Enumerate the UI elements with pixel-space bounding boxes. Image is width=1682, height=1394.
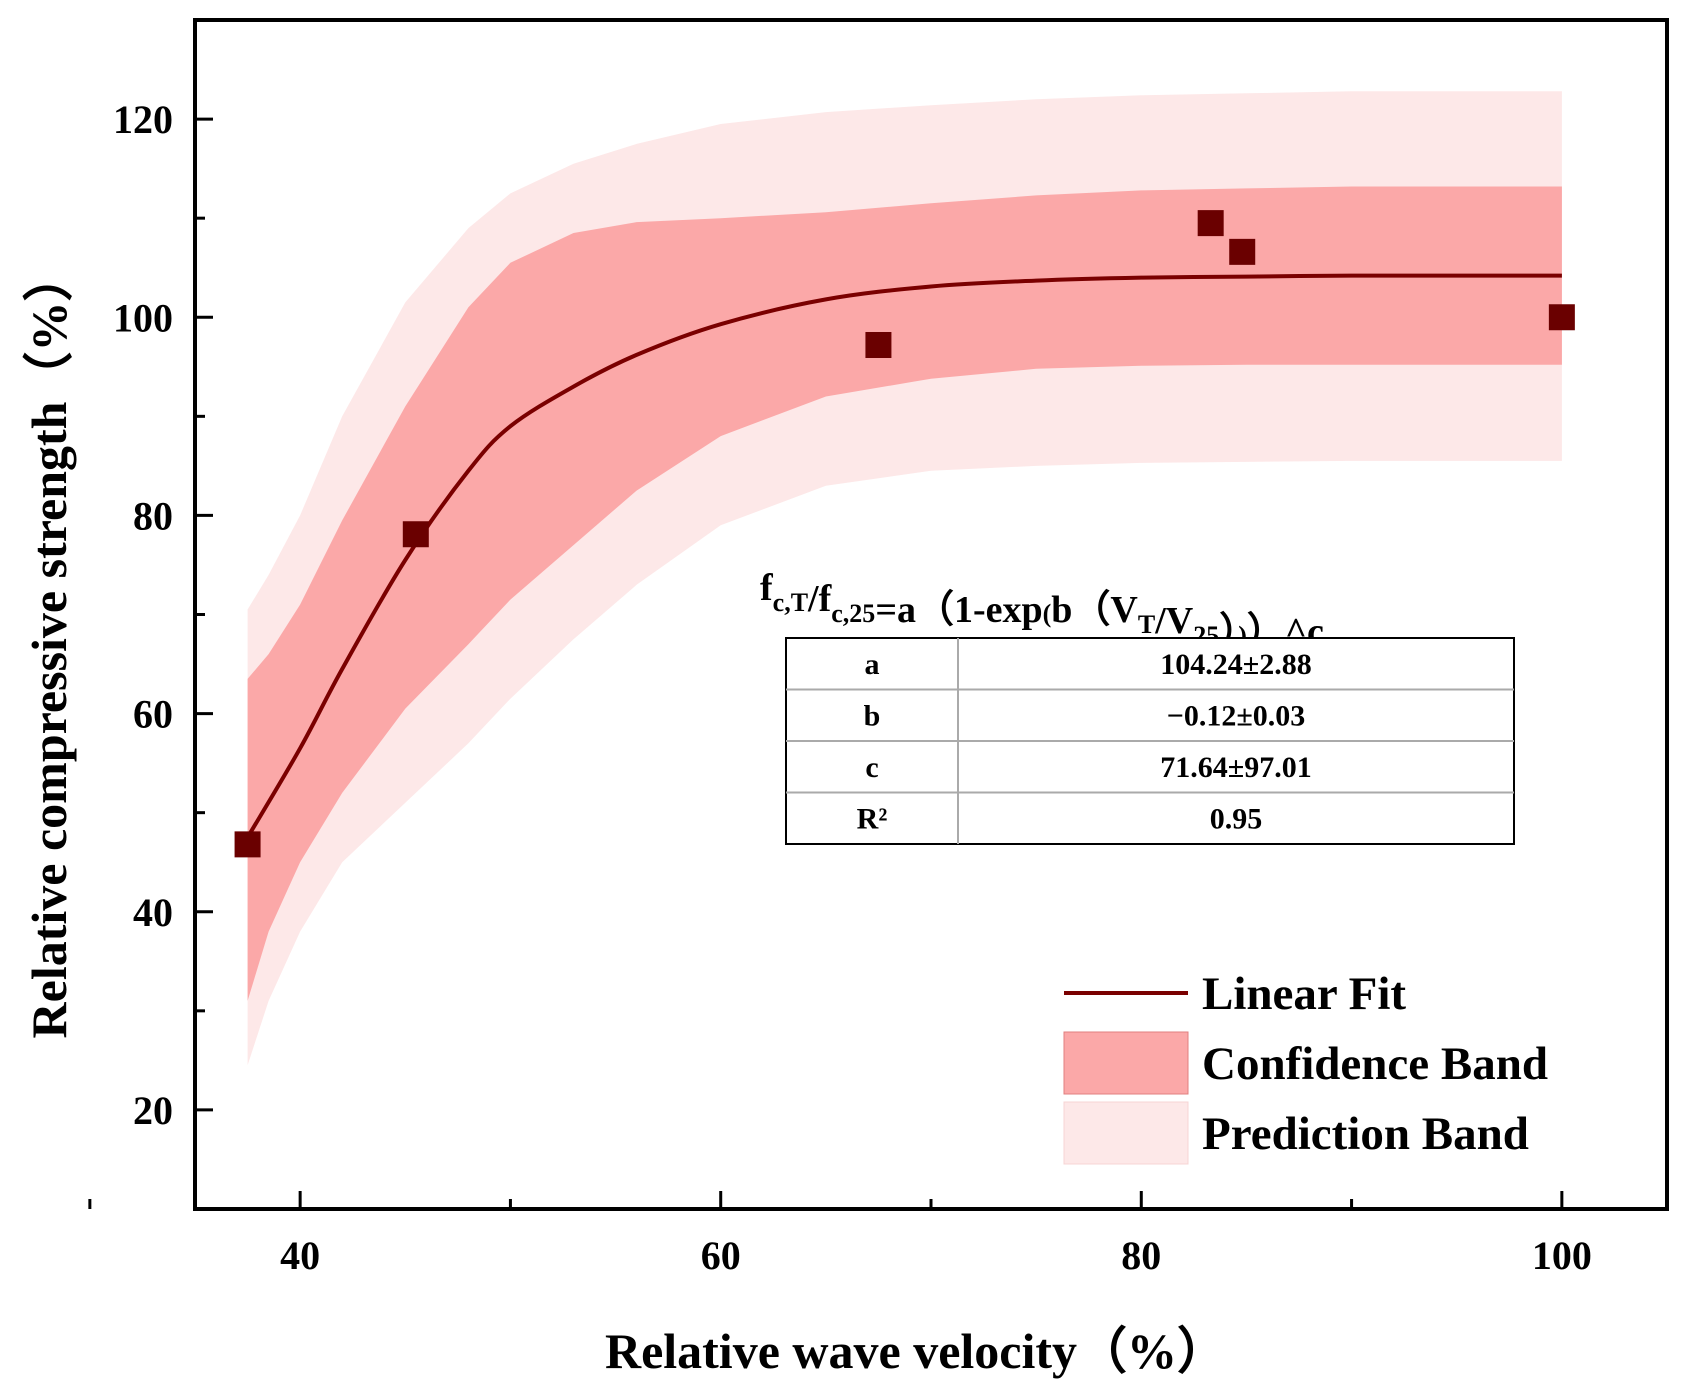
table-param-name: c <box>865 751 878 784</box>
equation-part: c,25 <box>831 599 875 628</box>
data-point <box>402 521 429 548</box>
data-point <box>234 831 261 858</box>
legend-swatch-prediction-band <box>1063 1101 1189 1165</box>
y-tick-label: 60 <box>133 692 173 737</box>
legend-label: Confidence Band <box>1202 1038 1548 1090</box>
x-tick-label: 100 <box>1532 1233 1592 1278</box>
data-points-layer <box>234 210 1575 858</box>
parameters-table: a 104.24±2.88 b −0.12±0.03 c 71.64±97.01 R² 0.9… <box>785 637 1515 845</box>
equation-part: c,T <box>773 588 808 617</box>
bands-layer <box>247 91 1562 1066</box>
table-param-value: 71.64±97.01 <box>1160 751 1311 784</box>
legend-label: Linear Fit <box>1202 968 1406 1020</box>
x-tick-label: 40 <box>280 1233 320 1278</box>
y-tick-label: 120 <box>113 97 173 142</box>
legend-swatch-confidence-band <box>1063 1031 1189 1095</box>
axis-ticks <box>88 117 1564 1209</box>
x-tick-label: 60 <box>701 1233 741 1278</box>
table-param-name: b <box>864 700 881 733</box>
fit-line-layer <box>245 273 1562 839</box>
tick-labels: 40 60 80 100 20 40 60 80 100 120 <box>113 97 1592 1278</box>
table-param-value: −0.12±0.03 <box>1167 700 1306 733</box>
legend: Linear Fit Confidence Band Prediction Band <box>1063 968 1548 1165</box>
equation-part: /V <box>1154 600 1194 642</box>
y-axis-title: Relative compressive strength（%） <box>21 252 77 1039</box>
legend-label: Prediction Band <box>1202 1108 1529 1160</box>
y-tick-label: 40 <box>133 890 173 935</box>
table-param-name: a <box>865 648 880 681</box>
x-tick-label: 80 <box>1121 1233 1161 1278</box>
table-param-value: 0.95 <box>1210 803 1263 836</box>
data-point <box>865 331 892 358</box>
equation-part: =a（1-exp <box>875 589 1042 631</box>
y-tick-label: 80 <box>133 493 173 538</box>
table-param-name: R² <box>857 803 888 836</box>
equation-part: b（V <box>1051 589 1138 631</box>
data-point <box>1548 304 1575 331</box>
equation-part: ) <box>1238 621 1247 650</box>
data-point <box>1197 210 1224 237</box>
equation-part: ( <box>1043 599 1052 628</box>
equation-part: /f <box>807 578 833 620</box>
y-tick-label: 100 <box>113 295 173 340</box>
equation-part: T <box>1138 610 1155 639</box>
x-axis-title: Relative wave velocity（%） <box>605 1323 1227 1379</box>
data-point <box>1229 238 1256 265</box>
table-param-value: 104.24±2.88 <box>1160 648 1311 681</box>
confidence-band <box>247 186 1562 1001</box>
equation-part: f <box>760 567 774 609</box>
y-tick-label: 20 <box>133 1088 173 1133</box>
fit-line <box>245 273 1562 839</box>
